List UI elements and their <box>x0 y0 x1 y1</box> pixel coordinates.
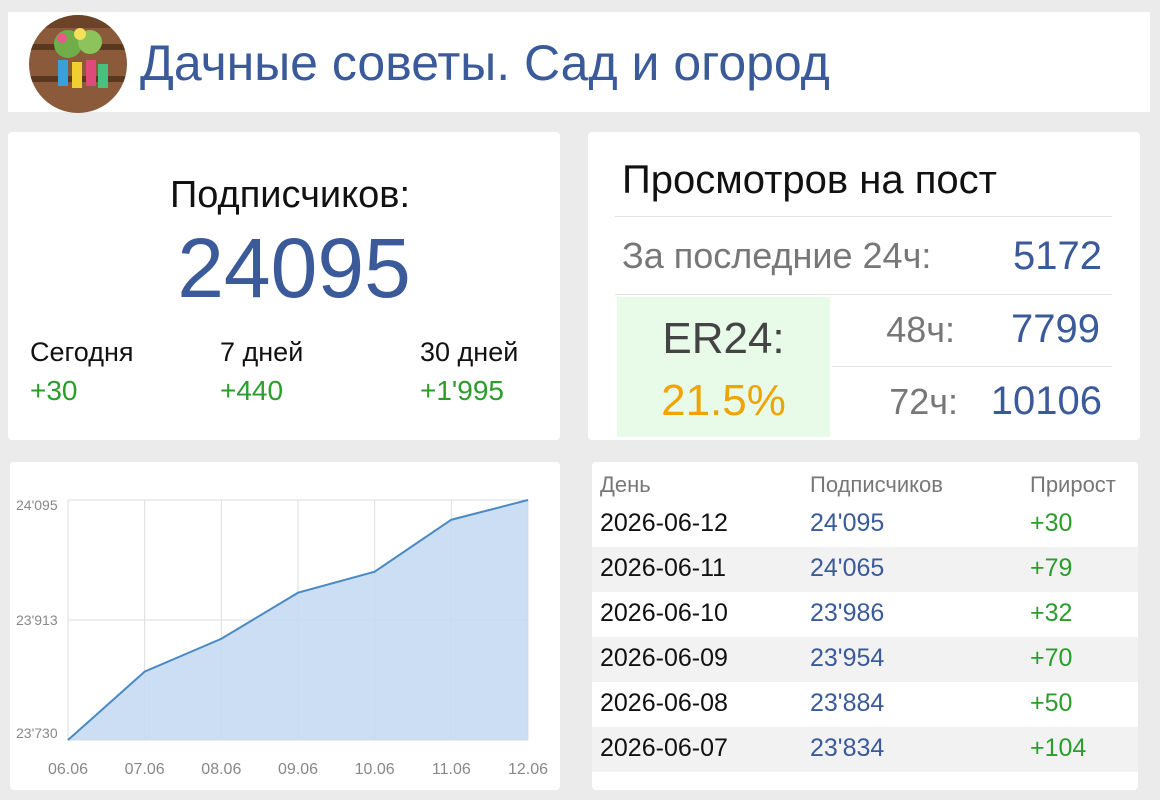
x-tick-label: 09.06 <box>278 761 318 778</box>
er-value: 21.5% <box>661 376 786 425</box>
subscribers-label: Подписчиков: <box>8 176 560 214</box>
table-cell: 2026-06-07 <box>600 734 728 762</box>
table-row: 2026-06-10 23'986 +32 <box>592 592 1138 637</box>
line <box>67 499 529 741</box>
table-cell: 24'065 <box>810 554 885 582</box>
x-tick-label: 10.06 <box>355 761 395 778</box>
divider <box>832 366 1112 367</box>
stat-label: Сегодня <box>30 337 134 367</box>
table-cell: +32 <box>1030 599 1073 627</box>
views-row-value: 7799 <box>1011 307 1100 351</box>
table-cell: +70 <box>1030 644 1073 672</box>
views-title: Просмотров на пост <box>622 158 997 202</box>
stat-value: +1'995 <box>420 375 504 406</box>
views-row-label: За последние 24ч: <box>622 235 932 276</box>
table-card: День Подписчиков Прирост 2026-06-12 24'095 +3… <box>592 462 1138 790</box>
stat-value: +30 <box>30 375 78 406</box>
table-cell: +30 <box>1030 509 1073 537</box>
views-row-value: 10106 <box>990 379 1102 423</box>
stat-label: 30 дней <box>420 337 519 367</box>
table-row: 2026-06-08 23'884 +50 <box>592 682 1138 727</box>
x-tick-label: 11.06 <box>432 761 471 778</box>
table-cell: 24'095 <box>810 509 885 537</box>
subscribers-total-text: 24095 <box>177 221 411 315</box>
table-cell: 2026-06-11 <box>600 554 727 582</box>
table-row: 2026-06-09 23'954 +70 <box>592 637 1138 682</box>
chart-card: 06.06 07.06 08.06 09.06 10.06 11.06 12.06 23'73… <box>10 462 560 790</box>
x-tick-label: 07.06 <box>125 761 165 778</box>
column-header: Прирост <box>1030 472 1116 497</box>
subscribers-label-text: Подписчиков: <box>169 174 411 216</box>
x-tick-label: 06.06 <box>48 761 88 778</box>
subscribers-total: 24095 <box>8 226 560 310</box>
table-cell: 2026-06-08 <box>600 689 728 717</box>
table-row: 2026-06-12 24'095 +30 <box>592 502 1138 547</box>
divider <box>615 216 1112 217</box>
table-cell: +104 <box>1030 734 1087 762</box>
table-cell: 2026-06-09 <box>600 644 728 672</box>
y-tick-label: 24'095 <box>16 497 58 513</box>
table-cell: 2026-06-10 <box>600 599 728 627</box>
views-row-label: 72ч: <box>889 381 958 422</box>
channel-title: Дачные советы. Сад и огород <box>140 35 830 91</box>
er-label: ER24: <box>662 314 785 363</box>
subscribers-card: Подписчиков: 24095 Сегодня +30 7 дней +4… <box>8 132 560 440</box>
views-card: Просмотров на пост За последние 24ч: 517… <box>588 132 1140 440</box>
column-header: Подписчиков <box>810 472 943 497</box>
stat-value: +440 <box>220 375 284 406</box>
history-table: День Подписчиков Прирост 2026-06-12 24'095 +3… <box>592 462 1138 790</box>
table-cell: +79 <box>1030 554 1073 582</box>
x-tick-label: 12.06 <box>508 761 548 778</box>
views-row-label: 48ч: <box>886 309 955 350</box>
table-row: 2026-06-07 23'834 +104 <box>592 727 1138 772</box>
chart: 06.06 07.06 08.06 09.06 10.06 11.06 12.06 23'73… <box>16 497 548 778</box>
table-cell: 23'954 <box>810 644 885 672</box>
table-cell: +50 <box>1030 689 1073 717</box>
avatar <box>29 15 127 113</box>
views-row-value: 5172 <box>1013 234 1102 278</box>
header: Дачные советы. Сад и огород <box>8 12 1150 113</box>
column-header: День <box>600 472 651 497</box>
er-box: ER24: 21.5% <box>617 297 830 437</box>
table-cell: 23'834 <box>810 734 885 762</box>
stat-label: 7 дней <box>220 337 304 367</box>
x-tick-label: 08.06 <box>201 761 241 778</box>
area <box>68 500 528 740</box>
y-tick-label: 23'730 <box>16 725 58 741</box>
divider <box>615 294 1112 295</box>
table-cell: 23'884 <box>810 689 885 717</box>
table-cell: 2026-06-12 <box>600 509 728 537</box>
y-tick-label: 23'913 <box>16 612 58 628</box>
table-row: 2026-06-11 24'065 +79 <box>592 547 1138 592</box>
table-cell: 23'986 <box>810 599 885 627</box>
